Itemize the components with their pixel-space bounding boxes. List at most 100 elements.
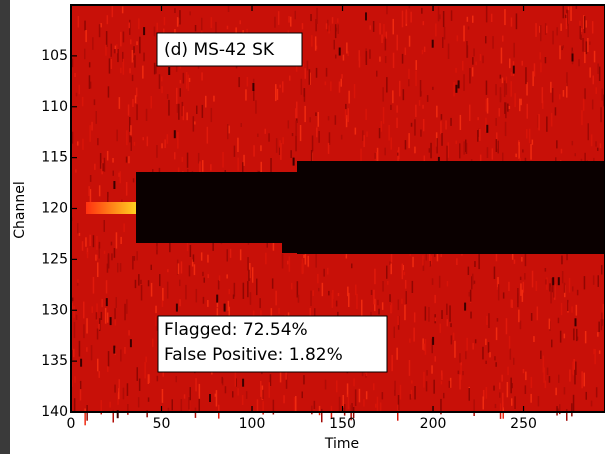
texture <box>227 5 230 12</box>
texture <box>508 335 511 350</box>
texture <box>163 17 166 26</box>
texture <box>282 137 284 145</box>
texture <box>129 339 132 348</box>
texture <box>323 268 325 277</box>
texture <box>491 148 494 160</box>
texture <box>504 102 506 114</box>
texture <box>126 130 128 146</box>
texture <box>392 52 395 69</box>
texture <box>356 293 358 310</box>
texture <box>600 319 603 331</box>
texture <box>397 315 399 326</box>
texture <box>257 133 259 137</box>
texture <box>265 252 267 265</box>
texture <box>290 16 292 27</box>
texture <box>156 22 158 34</box>
texture <box>463 74 465 91</box>
signal <box>86 202 136 214</box>
texture <box>568 277 571 293</box>
texture <box>318 131 320 143</box>
texture <box>372 21 375 32</box>
texture <box>175 376 177 383</box>
texture <box>499 382 501 390</box>
texture <box>463 25 465 42</box>
texture <box>513 259 516 264</box>
texture <box>283 395 285 404</box>
texture <box>473 399 475 416</box>
texture <box>450 10 453 21</box>
texture <box>453 82 455 97</box>
texture <box>495 362 497 367</box>
texture <box>310 290 312 306</box>
texture <box>526 129 528 139</box>
texture <box>347 286 349 297</box>
texture <box>226 249 228 262</box>
texture <box>563 282 566 293</box>
texture <box>338 81 341 93</box>
texture <box>485 80 488 95</box>
texture <box>366 131 368 137</box>
texture <box>218 275 221 281</box>
texture <box>590 134 593 147</box>
texture <box>542 100 544 109</box>
texture <box>188 397 190 410</box>
texture <box>83 301 85 319</box>
texture <box>376 147 379 162</box>
texture <box>413 312 416 323</box>
texture <box>260 310 262 319</box>
texture <box>560 23 562 31</box>
texture <box>470 311 472 319</box>
texture <box>98 371 100 378</box>
flagged-overlay <box>86 161 605 254</box>
texture <box>79 383 82 401</box>
texture <box>182 72 185 84</box>
texture <box>158 74 161 89</box>
texture <box>567 299 569 312</box>
texture <box>531 139 534 145</box>
texture <box>342 395 344 408</box>
texture <box>449 377 452 388</box>
texture <box>187 74 190 91</box>
texture <box>155 65 157 74</box>
texture <box>330 81 332 92</box>
texture <box>113 345 116 354</box>
texture <box>409 338 411 343</box>
texture <box>106 263 109 273</box>
texture <box>198 383 201 399</box>
texture <box>310 14 312 22</box>
texture <box>78 340 81 357</box>
texture <box>92 276 95 294</box>
texture <box>473 280 476 284</box>
texture <box>430 255 433 265</box>
texture <box>428 307 430 322</box>
texture <box>472 15 474 23</box>
texture <box>522 149 524 153</box>
texture <box>249 263 251 279</box>
texture <box>253 145 255 157</box>
texture <box>456 258 458 265</box>
texture <box>161 86 163 94</box>
texture <box>291 133 294 137</box>
texture <box>526 103 528 119</box>
texture <box>77 223 79 234</box>
texture <box>314 308 316 320</box>
texture <box>200 252 203 261</box>
texture <box>279 84 281 88</box>
texture <box>390 302 393 313</box>
texture <box>142 137 144 141</box>
texture <box>295 396 297 412</box>
texture <box>530 376 533 389</box>
texture <box>384 56 387 64</box>
texture <box>536 306 539 321</box>
texture <box>530 393 532 403</box>
texture <box>132 178 135 183</box>
annotation-title: (d) MS-42 SK <box>156 32 303 67</box>
texture <box>164 139 166 149</box>
texture <box>347 51 349 56</box>
texture <box>522 369 525 374</box>
texture <box>595 387 598 398</box>
texture <box>152 338 154 347</box>
texture <box>335 300 338 307</box>
texture <box>459 374 461 390</box>
texture <box>259 298 261 309</box>
